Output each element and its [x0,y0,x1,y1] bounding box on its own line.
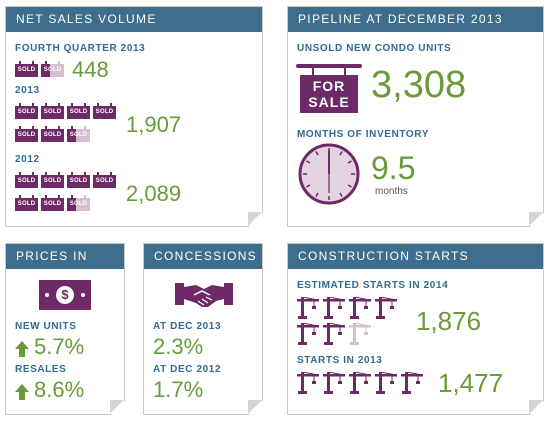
crane-icon [297,323,319,345]
crane-icon [375,372,397,394]
page-fold [248,212,262,226]
sold-sign-icon: SOLD [67,129,90,142]
unsold-value: 3,308 [371,64,467,106]
crane-icon [349,323,371,345]
up-arrow-icon [15,341,29,349]
sold-sign-icon: SOLD [41,129,64,142]
y2012-label: 2012 [15,154,40,165]
crane-icon [297,372,319,394]
page-fold [529,400,543,414]
starts-value: 1,477 [438,368,504,398]
starts-label: STARTS IN 2013 [297,355,383,366]
sold-sign-icon: SOLD [41,106,64,119]
pipeline-panel: PIPELINE AT DECEMBER 2013 UNSOLD NEW CON… [287,6,544,227]
concessions-header: CONCESSIONS [144,244,262,269]
crane-icon [375,297,397,319]
dec2012-value: 1.7% [153,377,204,402]
q4-label: FOURTH QUARTER 2013 [15,43,146,54]
crane-icon [323,323,345,345]
y2013-label: 2013 [15,85,40,96]
handshake-icon [174,279,234,311]
clock-icon [298,143,360,205]
crane-icon [349,297,371,319]
crane-icon [349,372,371,394]
up-arrow-icon [15,384,29,392]
sold-sign-icon: SOLD [41,175,64,188]
page-fold [110,400,124,414]
construction-header: CONSTRUCTION STARTS [288,244,543,269]
prices-header: PRICES IN 2013 [6,244,124,269]
construction-panel: CONSTRUCTION STARTS ESTIMATED STARTS IN … [287,243,544,415]
for-sale-sign-icon: FOR SALE [298,59,360,115]
est-value: 1,876 [416,306,482,336]
net-sales-panel: NET SALES VOLUME FOURTH QUARTER 2013 SOL… [5,6,263,227]
dec2012-label: AT DEC 2012 [153,364,222,375]
dec2013-value: 2.3% [153,334,204,359]
sold-sign-icon: SOLD [67,106,90,119]
unsold-label: UNSOLD NEW CONDO UNITS [297,43,452,54]
est-label: ESTIMATED STARTS IN 2014 [297,280,449,291]
sold-sign-icon: SOLD [93,106,116,119]
inventory-unit: months [375,186,408,197]
money-icon: $ [39,280,91,310]
crane-icon [323,372,345,394]
new-units-value: 5.7% [34,334,85,359]
page-fold [248,400,262,414]
resales-label: RESALES [15,364,67,375]
sold-sign-icon: SOLD [15,106,38,119]
prices-panel: PRICES IN 2013 $ NEW UNITS 5.7% RESALES … [5,243,125,415]
crane-icon [401,372,423,394]
inventory-label: MONTHS OF INVENTORY [297,129,429,140]
pipeline-header: PIPELINE AT DECEMBER 2013 [288,7,543,32]
sold-sign-icon: SOLD [93,175,116,188]
crane-icon [297,297,319,319]
sold-sign-icon: SOLD [15,175,38,188]
y2013-value: 1,907 [126,112,182,137]
sold-sign-icon: SOLD [41,198,64,211]
sold-sign-icon: SOLD [67,175,90,188]
sold-sign-icon: SOLD [15,129,38,142]
q4-value: 448 [72,57,109,82]
resales-value: 8.6% [34,377,85,402]
sold-sign-icon: SOLD [41,64,64,77]
concessions-panel: CONCESSIONS AT DEC 2013 2.3% AT DEC 2012… [143,243,263,415]
crane-icon [323,297,345,319]
net-sales-header: NET SALES VOLUME [6,7,262,32]
new-units-label: NEW UNITS [15,321,77,332]
sold-sign-icon: SOLD [15,64,38,77]
inventory-value: 9.5 [371,150,416,186]
sold-sign-icon: SOLD [67,198,90,211]
page-fold [529,212,543,226]
sold-sign-icon: SOLD [15,198,38,211]
dec2013-label: AT DEC 2013 [153,321,222,332]
y2012-value: 2,089 [126,181,182,206]
